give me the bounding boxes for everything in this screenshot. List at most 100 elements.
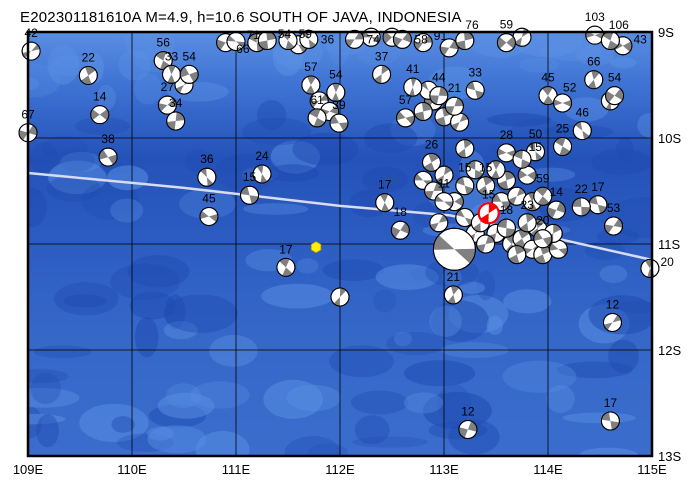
compressional-quadrant (497, 148, 516, 158)
bathymetry-patch (386, 331, 446, 356)
bathymetry-patch (60, 149, 96, 172)
depth-label: 61 (310, 93, 324, 107)
event-mechanism (517, 213, 537, 233)
bathymetry-patch (129, 291, 176, 320)
compressional-quadrant (429, 86, 448, 105)
bathymetry-patch (562, 412, 637, 424)
depth-label: 52 (563, 80, 577, 94)
beachball-outline (439, 38, 459, 58)
depth-label: 54 (329, 67, 343, 81)
compressional-quadrant (414, 35, 433, 50)
depth-label: 18 (500, 203, 514, 217)
event-mechanism (329, 113, 349, 133)
beachball-outline (465, 160, 485, 180)
bathymetry-patch (41, 136, 88, 160)
compressional-quadrant (256, 165, 268, 184)
beachball-outline (429, 213, 449, 233)
compressional-quadrant (601, 412, 620, 430)
beachball-outline (553, 136, 573, 156)
beachball-outline (444, 96, 464, 116)
compressional-quadrant (491, 160, 501, 179)
beachball-outline (546, 200, 566, 220)
compressional-quadrant (508, 245, 525, 264)
compressional-quadrant (333, 288, 347, 306)
bathymetry-patch (609, 57, 637, 69)
compressional-quadrant (513, 150, 531, 169)
bathymetry-patch (28, 77, 40, 90)
event-mechanism (252, 164, 272, 184)
beachball-outline (157, 95, 177, 115)
depth-label: 24 (255, 149, 269, 163)
compressional-quadrant (528, 142, 543, 161)
cluster-event (455, 139, 475, 159)
depth-label: 34 (169, 96, 183, 110)
cluster-event (429, 213, 449, 233)
depth-label: 37 (375, 49, 389, 63)
compressional-quadrant (281, 31, 295, 50)
bathymetry-patch (608, 339, 639, 373)
compressional-quadrant (180, 66, 199, 83)
cluster-event (486, 160, 506, 180)
compressional-quadrant (603, 314, 622, 330)
depth-label: 22 (82, 50, 96, 64)
bathymetry-patch (111, 416, 135, 433)
bathymetry-patch (74, 117, 131, 135)
depth-label: 66 (236, 42, 250, 56)
compressional-quadrant (536, 187, 550, 206)
bathymetry-patch (518, 57, 560, 73)
event-mechanism (553, 93, 573, 113)
bathymetry-patch (327, 32, 351, 66)
beachball-outline (434, 192, 454, 212)
bathymetry-patch (296, 258, 319, 274)
bathymetry-patch (637, 112, 652, 138)
beachball-outline (517, 213, 537, 233)
beachball-outline (330, 287, 350, 307)
bathymetry-patch (526, 167, 576, 182)
bathymetry-patch (110, 263, 180, 300)
event-mechanism (157, 95, 177, 115)
beachball-outline (424, 181, 444, 201)
lon-tick-label: 110E (117, 462, 147, 477)
trench-line (28, 171, 652, 262)
beachball-outline (78, 65, 98, 85)
bathymetry-patch (28, 413, 66, 425)
compressional-quadrant (99, 149, 118, 165)
cluster-event (413, 170, 433, 190)
depth-label: 33 (165, 49, 179, 63)
bathymetry-patch (79, 403, 149, 443)
compressional-quadrant (553, 99, 572, 107)
compressional-quadrant (534, 245, 551, 264)
lat-tick-label: 12S (658, 343, 681, 358)
depth-label: 74 (367, 32, 381, 46)
depth-label: 106 (609, 18, 629, 32)
large-event-mechanism (432, 227, 476, 271)
compressional-quadrant (476, 235, 495, 253)
bathymetry-patch (436, 384, 472, 424)
cluster-event (496, 170, 516, 190)
compressional-quadrant (433, 235, 476, 264)
depth-label: 53 (607, 201, 621, 215)
beachball-outline (98, 147, 118, 167)
event-mechanism (533, 186, 553, 206)
beachball-outline (21, 41, 41, 61)
event-mechanism (330, 287, 350, 307)
depth-label: 59 (299, 27, 313, 41)
beachball-outline (329, 113, 349, 133)
event-mechanism (307, 108, 327, 128)
compressional-quadrant (457, 139, 472, 158)
depth-label: 17 (378, 178, 392, 192)
beachball-outline (465, 80, 485, 100)
event-mechanism (584, 70, 604, 90)
beachball-outline (553, 93, 573, 113)
event-mechanism (429, 86, 449, 106)
beachball-outline (533, 229, 553, 249)
compressional-quadrant (331, 83, 340, 102)
depth-label: 38 (101, 132, 115, 146)
depth-label: 91 (434, 29, 448, 43)
bathymetry-patch (164, 294, 186, 330)
event-mechanism (572, 121, 592, 141)
beachball-outline (372, 64, 392, 84)
compressional-quadrant (436, 166, 452, 184)
compressional-quadrant (227, 35, 245, 48)
bathymetry-patch (28, 369, 69, 384)
